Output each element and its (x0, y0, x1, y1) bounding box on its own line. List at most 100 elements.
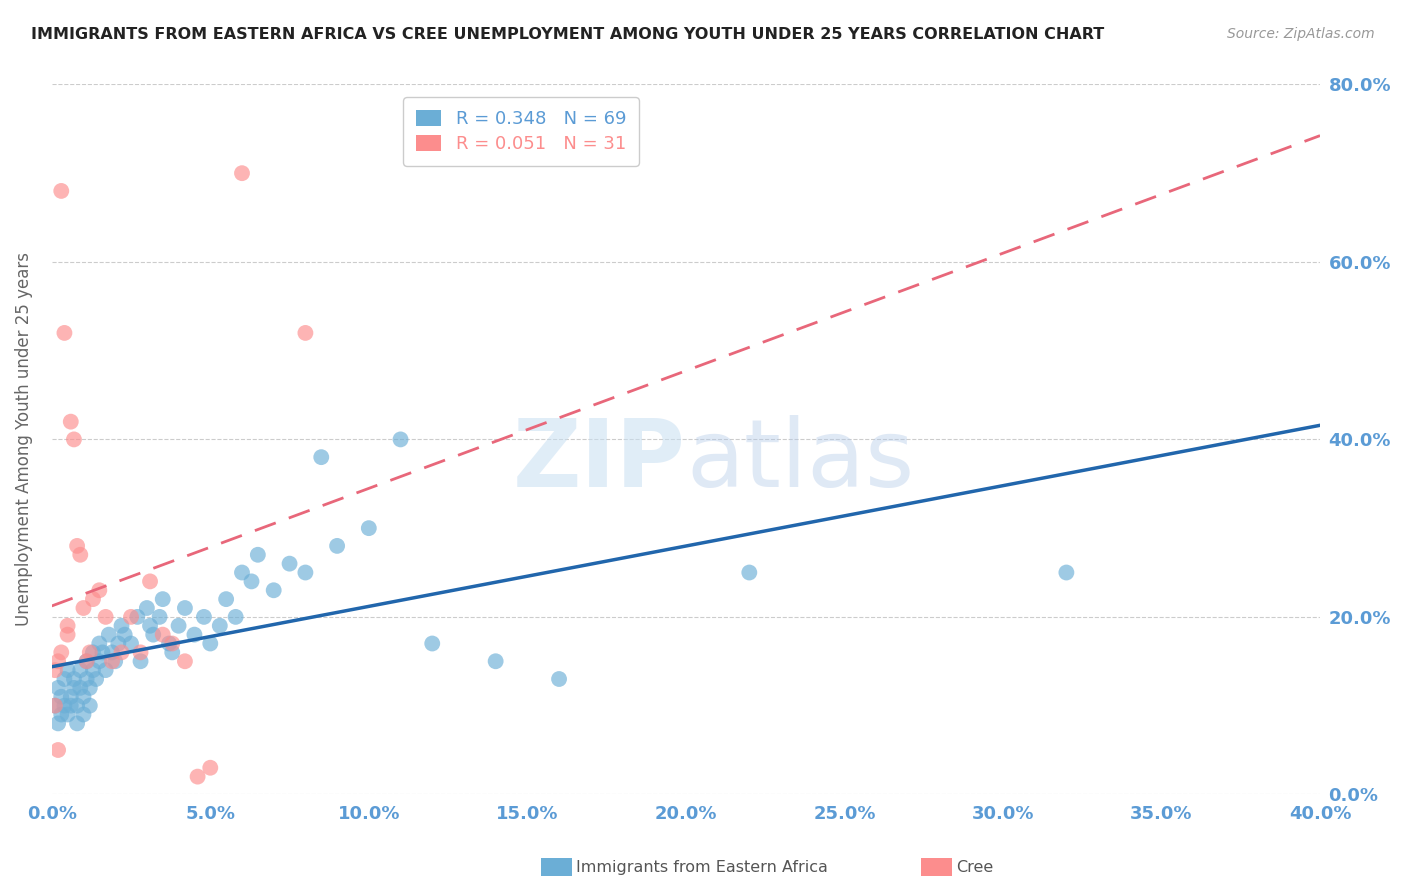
Y-axis label: Unemployment Among Youth under 25 years: Unemployment Among Youth under 25 years (15, 252, 32, 626)
Point (107, 636, 129, 650)
Point (246, 548, 269, 562)
Point (94, 610, 117, 624)
Point (139, 574, 162, 589)
Point (53, 672, 76, 686)
Point (215, 592, 238, 607)
Point (174, 654, 197, 668)
Legend: R = 0.348   N = 69, R = 0.051   N = 31: R = 0.348 N = 69, R = 0.051 N = 31 (404, 97, 638, 166)
Point (76, 654, 98, 668)
Point (89, 636, 111, 650)
Point (389, 433, 412, 447)
Point (69, 681, 91, 695)
Point (63, 433, 86, 447)
Point (91, 645, 114, 659)
Point (357, 521, 380, 535)
Point (56, 619, 79, 633)
Point (69, 548, 91, 562)
Point (82, 645, 104, 659)
Point (263, 583, 285, 598)
Point (152, 592, 174, 607)
Point (82, 592, 104, 607)
Point (114, 627, 136, 641)
Point (79, 681, 101, 695)
Point (120, 610, 142, 624)
Point (142, 627, 165, 641)
Point (97, 627, 120, 641)
Point (66, 539, 89, 553)
Point (53, 698, 76, 713)
Point (420, 636, 443, 650)
Point (127, 610, 149, 624)
Point (208, 619, 231, 633)
Point (51, 645, 73, 659)
Text: Immigrants from Eastern Africa: Immigrants from Eastern Africa (576, 861, 828, 875)
Point (157, 636, 180, 650)
Point (294, 326, 316, 340)
Point (129, 654, 152, 668)
Point (44, 698, 66, 713)
Point (72, 601, 94, 615)
Point (69, 663, 91, 677)
Point (485, 654, 508, 668)
Point (231, 566, 253, 580)
Point (59, 698, 82, 713)
Point (104, 654, 127, 668)
Point (139, 619, 162, 633)
Text: atlas: atlas (686, 415, 914, 507)
Point (89, 654, 111, 668)
Point (63, 672, 86, 686)
Point (183, 627, 205, 641)
Point (167, 619, 190, 633)
Point (231, 166, 253, 180)
Point (44, 663, 66, 677)
Point (76, 672, 98, 686)
Point (110, 645, 132, 659)
Point (162, 636, 184, 650)
Point (51, 184, 73, 198)
Point (53, 326, 76, 340)
Point (129, 645, 152, 659)
Point (51, 690, 73, 704)
Text: IMMIGRANTS FROM EASTERN AFRICA VS CREE UNEMPLOYMENT AMONG YOUTH UNDER 25 YEARS C: IMMIGRANTS FROM EASTERN AFRICA VS CREE U… (31, 27, 1104, 42)
Point (66, 716, 89, 731)
Point (110, 619, 132, 633)
Point (46, 716, 69, 731)
Point (200, 761, 222, 775)
Point (66, 698, 89, 713)
Point (148, 610, 170, 624)
Text: Cree: Cree (956, 861, 993, 875)
Point (46, 681, 69, 695)
Point (187, 770, 209, 784)
Point (120, 636, 142, 650)
Point (46, 743, 69, 757)
Point (56, 627, 79, 641)
Point (240, 574, 263, 589)
Point (135, 601, 157, 615)
Point (94, 663, 117, 677)
Point (79, 698, 101, 713)
Point (548, 672, 571, 686)
Point (200, 636, 222, 650)
Point (72, 707, 94, 722)
Point (101, 654, 124, 668)
Point (84, 672, 107, 686)
Point (294, 566, 316, 580)
Point (326, 539, 349, 553)
Point (152, 627, 174, 641)
Point (309, 450, 332, 465)
Point (72, 690, 94, 704)
Point (51, 707, 73, 722)
Point (79, 645, 101, 659)
Point (56, 663, 79, 677)
Point (738, 566, 761, 580)
Point (59, 690, 82, 704)
Point (89, 583, 111, 598)
Text: ZIP: ZIP (513, 415, 686, 507)
Point (174, 601, 197, 615)
Point (56, 707, 79, 722)
Point (59, 415, 82, 429)
Point (44, 698, 66, 713)
Text: Source: ZipAtlas.com: Source: ZipAtlas.com (1227, 27, 1375, 41)
Point (82, 663, 104, 677)
Point (1054, 566, 1077, 580)
